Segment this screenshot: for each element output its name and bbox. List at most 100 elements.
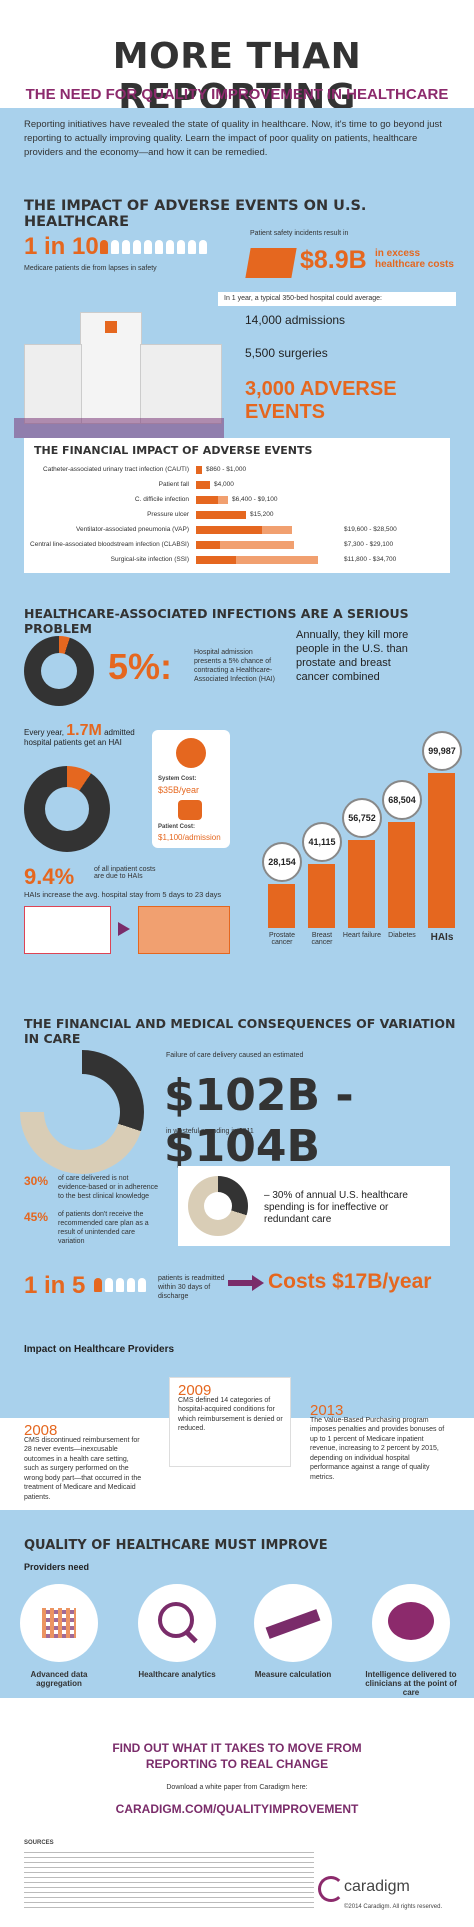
cost-caption: in excess healthcare costs — [375, 248, 454, 270]
timeline-card-2009 — [170, 1378, 290, 1466]
donut-9-percent — [24, 766, 110, 852]
bar-value: $4,000 — [214, 481, 234, 488]
pct94-value: 9.4% — [24, 864, 75, 889]
providers-section: Impact on Healthcare Providers 2008 CMS … — [0, 1340, 474, 1530]
safety-caption: Patient safety incidents result in — [250, 230, 349, 237]
hospital-wing-left — [24, 344, 82, 424]
bar-value: $15,200 — [250, 511, 274, 518]
cost-bar-range — [262, 526, 292, 534]
timeline-year: 2013 — [310, 1402, 344, 1419]
download-link[interactable]: CARADIGM.COM/QUALITYIMPROVEMENT — [115, 1802, 359, 1816]
brain-icon — [372, 1584, 450, 1662]
data-grid-icon — [20, 1584, 98, 1662]
cta-text: FIND OUT WHAT IT TAKES TO MOVE FROM REPO… — [112, 1741, 362, 1771]
patient-cost-value: $1,100/admission — [158, 833, 221, 842]
arrow-right-icon — [118, 922, 130, 936]
timeline-year: 2008 — [24, 1422, 58, 1439]
p45-caption: of patients don't receive the recommende… — [58, 1211, 149, 1245]
cost-bar — [196, 541, 220, 549]
chart-category-label: Diabetes — [388, 932, 416, 939]
magnifier-chart-icon — [138, 1584, 216, 1662]
chart-bar — [388, 822, 415, 928]
ratio-1-in-10: 1 in 10 — [24, 233, 99, 260]
every-year-caption: Every year, 1.7M admitted hospital patie… — [24, 723, 154, 748]
hai-bar-chart: 28,154 Prostate cancer 41,115 Breast cancer… — [262, 731, 462, 966]
timeline-item-2009: 2009 CMS defined 14 categories of hospit… — [178, 1382, 288, 1434]
quality-label: Healthcare analytics — [138, 1670, 216, 1679]
calendar-23-days-icon — [138, 906, 230, 954]
chart-data-label: 41,115 — [302, 822, 342, 862]
patient-cost-label: Patient Cost: — [158, 824, 196, 830]
cost-value: $8.9B — [300, 246, 367, 274]
p30-caption: of care delivered is not evidence-based … — [58, 1175, 159, 1200]
cost-bar — [196, 511, 246, 519]
bar-value: $11,800 - $34,700 — [344, 556, 397, 563]
cost-bar — [196, 556, 236, 564]
sources-heading: SOURCES — [24, 1840, 54, 1846]
bar-label: Catheter-associated urinary tract infect… — [43, 466, 189, 473]
timeline-item-2013: 2013 The Value-Based Purchasing program … — [310, 1402, 450, 1482]
chart-bar — [268, 884, 295, 928]
patient-icon — [178, 800, 202, 820]
impact-section: Reporting initiatives have revealed the … — [0, 108, 474, 438]
cost-bar — [196, 496, 218, 504]
quality-section: QUALITY OF HEALTHCARE MUST IMPROVE Provi… — [0, 1530, 474, 1698]
calendar-5-days-icon — [24, 906, 111, 954]
quality-label: Measure calculation — [254, 1670, 332, 1679]
chart-data-label: 56,752 — [342, 798, 382, 838]
pct94-caption: of all inpatient costs are due to HAIs — [94, 866, 156, 880]
cost-bar — [196, 481, 210, 489]
footer: FIND OUT WHAT IT TAKES TO MOVE FROM REPO… — [0, 1698, 474, 1927]
readmit-caption: patients is readmitted within 30 days of… — [158, 1275, 225, 1300]
wasteful-caption: in wasteful spending in 2011 — [166, 1128, 254, 1135]
hospital-icon — [80, 312, 142, 424]
chart-bar — [428, 773, 455, 928]
cost-bar-range — [218, 496, 228, 504]
chart-data-label: 68,504 — [382, 780, 422, 820]
spending-donut — [188, 1176, 248, 1236]
header: MORE THAN REPORTING THE NEED FOR QUALITY… — [0, 0, 474, 118]
page-title: MORE THAN REPORTING — [112, 36, 362, 118]
hai-heading: HEALTHCARE-ASSOCIATED INFECTIONS ARE A S… — [24, 606, 409, 636]
hospital-wing-right — [140, 344, 222, 424]
chart-category-label: Prostate cancer — [268, 932, 296, 946]
intro-text: Reporting initiatives have revealed the … — [24, 119, 442, 158]
hai-section: HEALTHCARE-ASSOCIATED INFECTIONS ARE A S… — [0, 588, 474, 980]
chart-data-label: 99,987 — [422, 731, 462, 771]
bar-label: Central line-associated bloodstream infe… — [30, 541, 189, 548]
download-caption: Download a white paper from Caradigm her… — [166, 1784, 308, 1791]
timeline-item-2008: 2008 CMS discontinued reimbursement for … — [24, 1422, 144, 1502]
chart-category-label: Breast cancer — [311, 932, 333, 946]
impact-heading: THE IMPACT OF ADVERSE EVENTS ON U.S. HEA… — [24, 198, 367, 230]
admissions-stat: 14,000 admissions — [245, 313, 346, 327]
people-icon-row — [100, 240, 210, 259]
caradigm-logo: caradigm — [344, 1878, 410, 1895]
system-cost-label: System Cost: — [158, 776, 197, 782]
bar-value: $860 - $1,000 — [206, 466, 247, 473]
sources-list — [24, 1852, 314, 1908]
cost-bar — [196, 466, 202, 474]
bar-label: Patient fall — [158, 481, 189, 488]
providers-need: Providers need — [24, 1562, 90, 1572]
pct5-value: 5%: — [108, 646, 173, 687]
chart-category-label: HAIs — [430, 932, 454, 943]
every-year-b: admitted hospital patients get an HAI — [24, 728, 135, 747]
every-year-number: 1.7M — [66, 722, 102, 739]
bar-value: $6,400 - $9,100 — [232, 496, 278, 503]
timeline-text: CMS defined 14 categories of hospital-ac… — [178, 1396, 283, 1433]
readmit-people-row — [94, 1278, 149, 1297]
stay-caption: HAIs increase the avg. hospital stay fro… — [24, 890, 222, 899]
chart-data-label: 28,154 — [262, 842, 302, 882]
donut-5-percent — [24, 636, 94, 706]
annual-deaths-caption: Annually, they kill more people in the U… — [296, 629, 409, 683]
ruler-icon — [254, 1584, 332, 1662]
cost-bar-range — [220, 541, 294, 549]
timeline-year: 2009 — [178, 1382, 212, 1399]
readmit-costs: Costs $17B/year — [268, 1270, 432, 1293]
caradigm-logo-icon — [318, 1876, 344, 1902]
quality-label: Intelligence delivered to clinicians at … — [365, 1670, 457, 1697]
quality-label: Advanced data aggregation — [30, 1670, 88, 1688]
chart-bar — [308, 864, 335, 928]
hospital-bed-icon — [176, 738, 206, 768]
p30-value: 30% — [24, 1174, 49, 1188]
